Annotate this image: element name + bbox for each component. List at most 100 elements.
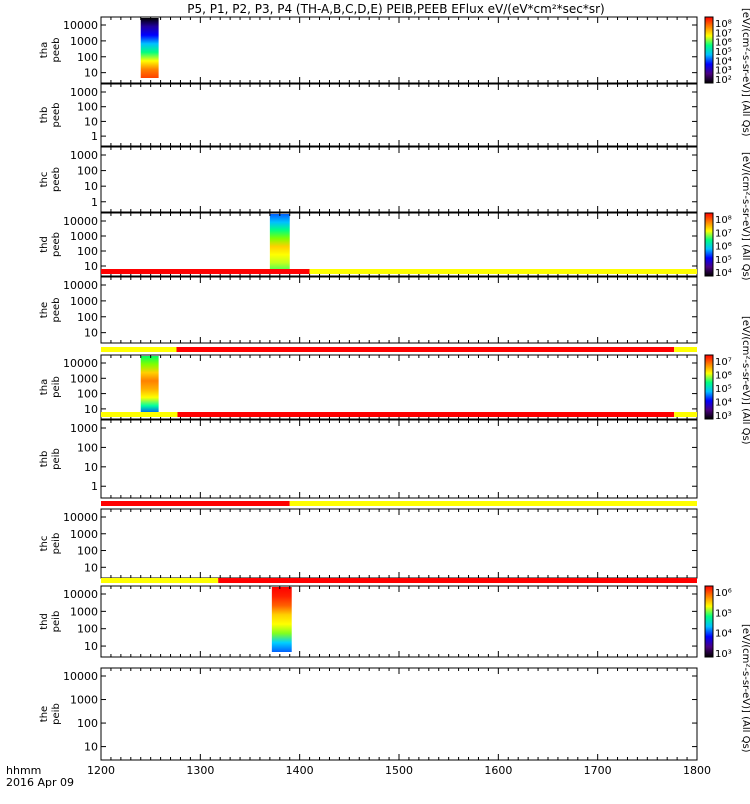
colorbar-tick-label: 10⁷: [715, 357, 732, 368]
x-axis-label-date: 2016 Apr 09: [6, 776, 74, 789]
colorbar-tick-label: 10⁶: [715, 371, 732, 382]
y-tick-label: 1: [91, 196, 98, 209]
y-tick-label: 10: [84, 461, 98, 474]
colorbar: [704, 16, 714, 84]
colorbar-tick-label: 10²: [715, 75, 732, 86]
flag-segment: [101, 412, 178, 417]
spectrogram-band: [271, 587, 292, 652]
flag-segment: [674, 347, 697, 352]
panel-product-label: peib: [51, 376, 62, 398]
panel-frame-thb-peib: [100, 419, 698, 499]
panel-product-label: peib: [51, 448, 62, 470]
panel-probe-label: thb: [39, 107, 50, 124]
x-tick-label: 1200: [87, 764, 115, 777]
spectrogram-band: [269, 214, 290, 271]
panel-frame-the-peib: [100, 667, 698, 761]
panel-probe-label: the: [39, 302, 50, 318]
y-tick-label: 100: [77, 311, 98, 324]
y-tick-label: 100: [77, 51, 98, 64]
panel-frame-thc-peib: [100, 508, 698, 579]
y-tick-label: 1000: [70, 35, 98, 48]
colorbar-label-top: [eV/(cm²-s-sr-eV)] (All Qs): [740, 8, 750, 137]
panel-product-label: peib: [51, 611, 62, 633]
y-tick-label: 1: [91, 480, 98, 493]
colorbar-tick-label: 10⁴: [715, 398, 732, 409]
panel-probe-label: tha: [39, 379, 50, 395]
panel-product-label: peeb: [51, 298, 62, 323]
colorbar-tick-label: 10³: [715, 66, 732, 77]
x-tick-label: 1600: [484, 764, 512, 777]
panel-frame-thd-peib: [100, 585, 698, 658]
flag-segment: [101, 501, 290, 506]
flag-segment: [176, 347, 675, 352]
y-tick-label: 1000: [70, 295, 98, 308]
panel-product-label: peeb: [51, 38, 62, 63]
y-tick-label: 10000: [63, 279, 98, 292]
panel-probe-label: thc: [39, 172, 50, 188]
x-tick-label: 1300: [186, 764, 214, 777]
colorbar-tick-label: 10⁵: [715, 255, 732, 266]
colorbar-tick-label: 10⁵: [715, 608, 732, 619]
y-tick-label: 100: [77, 165, 98, 178]
flag-segment: [177, 412, 675, 417]
colorbar-tick-label: 10⁵: [715, 47, 732, 58]
y-tick-label: 100: [77, 545, 98, 558]
y-tick-label: 1000: [70, 528, 98, 541]
panel-frame-tha-peeb: [100, 16, 698, 84]
y-tick-label: 100: [77, 388, 98, 401]
colorbar-tick-label: 10³: [715, 649, 732, 660]
panel-product-label: peeb: [51, 232, 62, 257]
panel-frame-thd-peeb: [100, 212, 698, 277]
panel-frame-thb-peeb: [100, 83, 698, 147]
colorbar-label-bottom: [eV/(cm²-s-sr-eV)] (All Qs): [740, 624, 750, 753]
y-tick-label: 1000: [70, 422, 98, 435]
panel-probe-label: tha: [39, 42, 50, 58]
colorbar-tick-label: 10⁸: [715, 215, 732, 226]
flag-segment: [289, 501, 697, 506]
flag-segment: [674, 412, 697, 417]
y-tick-label: 10: [84, 115, 98, 128]
y-tick-label: 100: [77, 441, 98, 454]
panel-product-label: peeb: [51, 167, 62, 192]
panel-frame-tha-peib: [100, 354, 698, 420]
y-tick-label: 10000: [63, 19, 98, 32]
x-tick-label: 1500: [385, 764, 413, 777]
y-tick-label: 10000: [63, 588, 98, 601]
y-tick-label: 100: [77, 717, 98, 730]
colorbar-tick-label: 10⁷: [715, 28, 732, 39]
panel-product-label: peib: [51, 533, 62, 555]
panel-probe-label: thc: [39, 536, 50, 552]
y-tick-label: 1000: [70, 230, 98, 243]
y-tick-label: 1000: [70, 86, 98, 99]
y-tick-label: 10: [84, 561, 98, 574]
y-tick-label: 10: [84, 640, 98, 653]
x-axis-label-hhmm: hhmm: [6, 764, 41, 777]
colorbar-tick-label: 10⁵: [715, 384, 732, 395]
y-tick-label: 10: [84, 327, 98, 340]
flag-segment: [101, 269, 310, 274]
spectrogram-band: [140, 18, 159, 78]
y-tick-label: 1: [91, 130, 98, 143]
y-tick-label: 1000: [70, 694, 98, 707]
y-tick-label: 10: [84, 741, 98, 754]
colorbar: [704, 212, 714, 277]
panel-probe-label: thb: [39, 451, 50, 468]
panel-probe-label: the: [39, 706, 50, 722]
panel-product-label: peeb: [51, 103, 62, 128]
flag-segment: [101, 578, 219, 583]
panel-probe-label: thd: [39, 236, 50, 253]
flag-segment: [218, 578, 698, 583]
colorbar-tick-label: 10⁸: [715, 19, 732, 30]
panel-product-label: peib: [51, 703, 62, 725]
colorbar: [704, 585, 714, 658]
y-tick-label: 100: [77, 245, 98, 258]
colorbar-tick-label: 10⁴: [715, 268, 732, 279]
x-tick-label: 1700: [584, 764, 612, 777]
y-tick-label: 100: [77, 623, 98, 636]
colorbar-label-third: [eV/(cm²-s-sr-eV)] (All Qs): [740, 152, 750, 281]
y-tick-label: 100: [77, 101, 98, 114]
y-tick-label: 10000: [63, 670, 98, 683]
panel-frame-the-peeb: [100, 276, 698, 344]
colorbar-label-lower: [eV/(cm²-s-sr-eV)] (All Qs): [740, 316, 750, 445]
